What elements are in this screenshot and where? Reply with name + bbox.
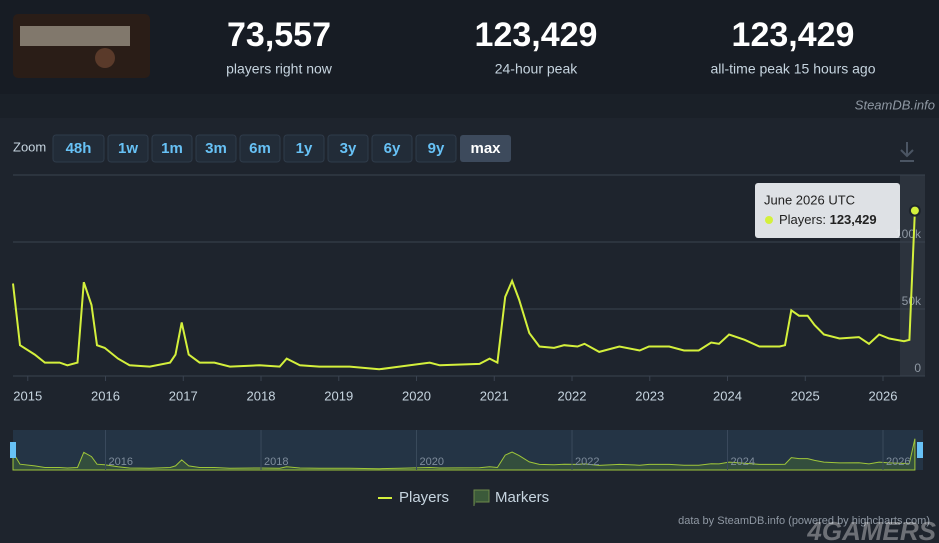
zoom-button-label[interactable]: 9y [428,140,445,157]
hover-point [908,204,921,217]
navigator-bg [13,430,923,470]
stat-value: 73,557 [227,16,331,54]
navigator-label: 2024 [731,456,755,468]
x-tick-label: 2026 [869,388,898,403]
zoom-button[interactable] [327,134,369,163]
navigator-label: 2018 [264,456,288,468]
source: SteamDB.info [855,97,935,112]
zoom-button[interactable] [195,134,237,163]
y-tick-label: 100k [895,227,922,241]
tooltip-box [755,183,900,238]
watermark: 4GAMERS [806,516,936,543]
x-tick-label: 2020 [402,388,431,403]
navigator-label: 2020 [420,456,444,468]
x-tick-label: 2017 [169,388,198,403]
series-line [12,210,916,371]
legend-label[interactable]: Players [399,489,449,506]
x-tick-label: 2025 [791,388,820,403]
y-tick-label: 0 [914,361,921,375]
zoom-button-label[interactable]: 3m [205,140,227,157]
x-tick-label: 2024 [713,388,742,403]
stat-value: 123,429 [732,16,855,54]
tooltip-title: June 2026 UTC [764,192,855,207]
navigator-label: 2026 [886,456,910,468]
source-band [0,94,939,118]
zoom-button[interactable] [239,134,281,163]
zoom-button[interactable] [107,134,149,163]
zoom-button[interactable] [415,134,457,163]
zoom-button-label[interactable]: 6m [249,140,271,157]
zoom-button-label[interactable]: 3y [340,140,357,157]
zoom-button-label[interactable]: 1w [118,140,138,157]
header-band [0,0,939,94]
navigator-handle[interactable] [10,442,16,458]
zoom-button[interactable] [52,134,105,163]
x-tick-label: 2022 [558,388,587,403]
zoom-button-label[interactable]: 1y [296,140,313,157]
zoom-button-label[interactable]: 48h [66,140,92,157]
x-tick-label: 2016 [91,388,120,403]
x-tick-label: 2015 [13,388,42,403]
navigator-label: 2016 [109,456,133,468]
zoom-label: Zoom [13,139,46,154]
game-thumbnail [13,14,150,78]
tooltip-dot [765,216,773,224]
zoom-button-label[interactable]: 6y [384,140,401,157]
navigator-handle[interactable] [917,442,923,458]
stat-label: all-time peak 15 hours ago [711,61,876,77]
legend-label[interactable]: Markers [495,489,549,506]
zoom-button[interactable] [460,135,511,162]
stat-label: players right now [226,61,333,77]
x-tick-label: 2023 [635,388,664,403]
download-icon[interactable] [900,142,914,162]
tooltip-row: Players: 123,429 [779,212,877,227]
zoom-button-label[interactable]: max [470,140,501,157]
zoom-button[interactable] [371,134,413,163]
legend-flag [473,489,490,506]
stat-label: 24-hour peak [495,61,579,77]
x-tick-label: 2019 [324,388,353,403]
navigator-label: 2022 [575,456,599,468]
x-tick-label: 2021 [480,388,509,403]
navigator-area [12,438,916,471]
zoom-button-label[interactable]: 1m [161,140,183,157]
zoom-button[interactable] [151,134,193,163]
credits: data by SteamDB.info (powered by highcha… [678,515,930,527]
zoom-button[interactable] [283,134,325,163]
x-tick-label: 2018 [247,388,276,403]
tooltip-value: 123,429 [830,212,877,227]
tooltip-label: Players: [779,212,826,227]
stat-value: 123,429 [475,16,598,54]
